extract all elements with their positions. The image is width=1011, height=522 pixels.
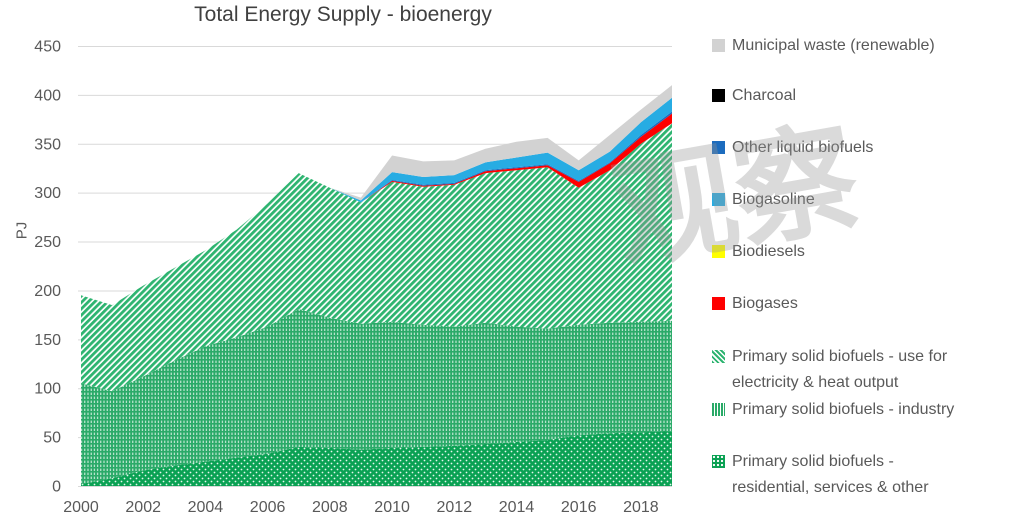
- y-tick-label-300: 300: [34, 185, 61, 202]
- y-tick-label-150: 150: [34, 332, 61, 349]
- legend-swatch-vdash-icon: [712, 403, 725, 416]
- legend-item-primary-solid-biofuels-use-for-electricity: Primary solid biofuels - use for electric…: [712, 344, 1011, 396]
- x-tick-label-2008: 2008: [312, 499, 348, 516]
- y-tick-label-350: 350: [34, 136, 61, 153]
- y-tick-label-250: 250: [34, 234, 61, 251]
- legend-swatch-solid-icon: [712, 193, 725, 206]
- legend: Municipal waste (renewable) Charcoal Other…: [712, 0, 1011, 522]
- y-tick-label-50: 50: [43, 430, 61, 447]
- legend-swatch-solid-icon: [712, 297, 725, 310]
- x-tick-label-2012: 2012: [437, 499, 473, 516]
- y-axis-ticks: 0 50 100 150 200 250 300 350 400 450: [34, 39, 61, 496]
- legend-swatch-solid-icon: [712, 245, 725, 258]
- x-axis-ticks: 2000 2002 2004 2006 2008 2010 2012 2014 2016 2018: [63, 499, 659, 516]
- x-tick-label-2014: 2014: [499, 499, 535, 516]
- x-tick-label-2016: 2016: [561, 499, 597, 516]
- y-tick-label-100: 100: [34, 381, 61, 398]
- legend-item-biogasoline: Biogasoline: [712, 187, 1011, 213]
- x-tick-label-2018: 2018: [623, 499, 659, 516]
- legend-item-primary-solid-biofuels-residential-service: Primary solid biofuels - residential, ser…: [712, 449, 1011, 501]
- legend-swatch-solid-icon: [712, 141, 725, 154]
- legend-swatch-solid-icon: [712, 89, 725, 102]
- legend-item-biodiesels: Biodiesels: [712, 239, 1011, 265]
- area-primary-solid-biofuels-use-for-electricity: [81, 123, 672, 392]
- legend-label: Primary solid biofuels - use for electric…: [732, 348, 948, 391]
- legend-label: Primary solid biofuels - industry: [732, 401, 955, 418]
- x-tick-label-2010: 2010: [374, 499, 410, 516]
- legend-swatch-hatch-icon: [712, 350, 725, 363]
- legend-item-primary-solid-biofuels-industry: Primary solid biofuels - industry: [712, 397, 1011, 423]
- legend-label: Primary solid biofuels - residential, ser…: [732, 453, 929, 496]
- legend-label: Biogasoline: [732, 191, 815, 208]
- chart-title: Total Energy Supply - bioenergy: [194, 3, 492, 26]
- legend-label: Municipal waste (renewable): [732, 37, 935, 54]
- x-tick-label-2002: 2002: [125, 499, 161, 516]
- legend-label: Biodiesels: [732, 243, 805, 260]
- legend-label: Charcoal: [732, 87, 797, 104]
- legend-item-other-liquid-biofuels: Other liquid biofuels: [712, 135, 1011, 161]
- legend-swatch-dots-icon: [712, 455, 725, 468]
- legend-item-biogases: Biogases: [712, 291, 1011, 317]
- y-tick-label-0: 0: [52, 479, 61, 496]
- y-tick-label-200: 200: [34, 283, 61, 300]
- x-tick-label-2000: 2000: [63, 499, 99, 516]
- y-tick-label-450: 450: [34, 39, 61, 56]
- y-tick-label-400: 400: [34, 87, 61, 104]
- area-primary-solid-biofuels-industry: [81, 309, 672, 484]
- legend-label: Other liquid biofuels: [732, 139, 874, 156]
- x-tick-label-2004: 2004: [188, 499, 224, 516]
- legend-item-municipal-waste-renewable: Municipal waste (renewable): [712, 33, 1011, 59]
- legend-item-charcoal: Charcoal: [712, 83, 1011, 109]
- x-tick-label-2006: 2006: [250, 499, 286, 516]
- legend-label: Biogases: [732, 295, 798, 312]
- area-primary-solid-biofuels-residential-service: [81, 431, 672, 486]
- legend-swatch-solid-icon: [712, 39, 725, 52]
- stacked-areas: [81, 85, 672, 486]
